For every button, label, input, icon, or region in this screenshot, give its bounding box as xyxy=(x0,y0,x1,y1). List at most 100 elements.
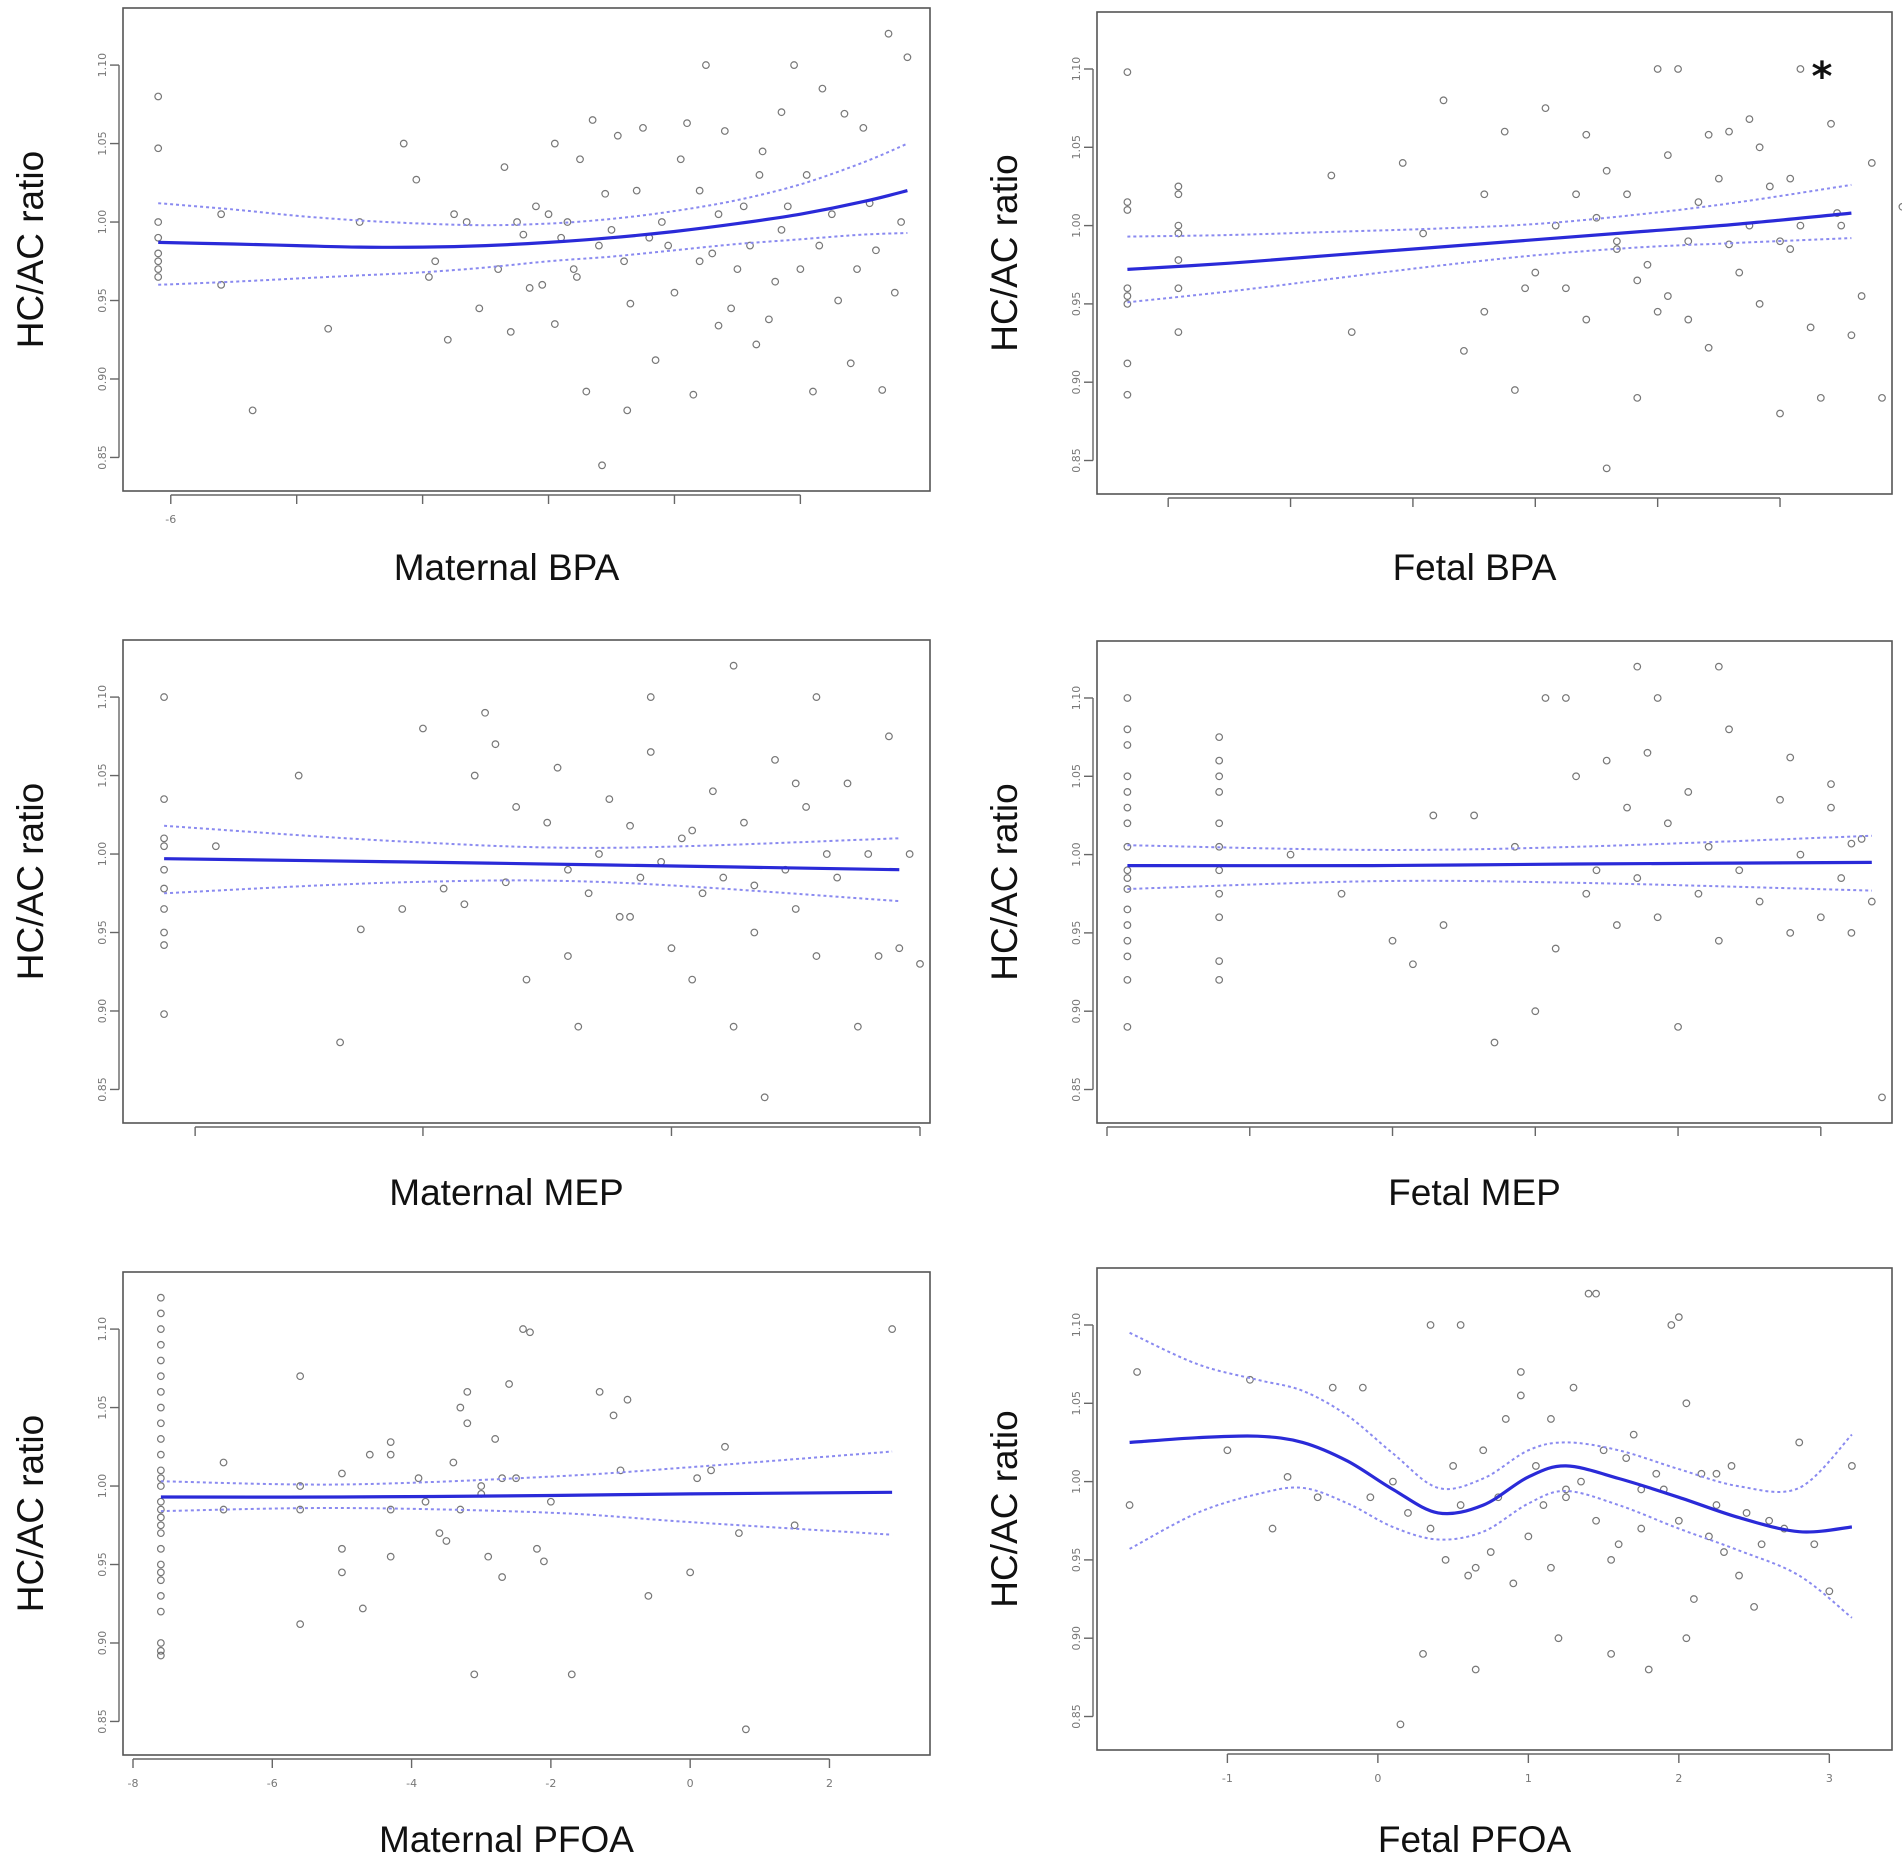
y-tick-label: 0.90 xyxy=(1070,370,1083,395)
data-point xyxy=(688,826,697,835)
y-tick-label: 0.85 xyxy=(1070,1077,1083,1102)
ci-upper-line xyxy=(1127,834,1872,851)
data-point xyxy=(160,928,168,937)
data-point xyxy=(1704,343,1713,352)
data-point xyxy=(1623,190,1631,199)
data-point xyxy=(1643,260,1652,269)
data-point xyxy=(525,284,534,292)
data-point xyxy=(598,461,606,470)
x-axis-title: Maternal PFOA xyxy=(379,1819,634,1860)
y-axis-title: HC/AC ratio xyxy=(984,1410,1025,1607)
data-point xyxy=(386,1450,395,1459)
data-point xyxy=(1810,1540,1819,1549)
data-point xyxy=(607,225,616,234)
data-point xyxy=(1501,1415,1510,1423)
data-point xyxy=(1694,889,1703,898)
data-point xyxy=(1268,1524,1277,1533)
data-point xyxy=(1582,889,1591,898)
data-point xyxy=(670,288,679,297)
data-point xyxy=(160,1010,168,1019)
data-point xyxy=(1674,1022,1682,1031)
data-point xyxy=(708,787,717,796)
data-point xyxy=(1464,1571,1473,1580)
data-point xyxy=(1776,795,1784,804)
data-point xyxy=(1633,662,1642,671)
fit-line xyxy=(1129,1434,1853,1534)
y-axis-title: HC/AC ratio xyxy=(10,151,51,348)
y-tick-label: 0.95 xyxy=(96,1552,109,1577)
x-tick-label: 1 xyxy=(1525,1772,1532,1785)
data-point xyxy=(572,273,581,281)
ci-lower-line xyxy=(164,879,900,903)
data-point xyxy=(553,763,562,772)
data-point xyxy=(1878,393,1886,402)
data-point xyxy=(449,1458,458,1467)
data-point xyxy=(1735,268,1744,277)
data-point xyxy=(1663,819,1672,828)
data-point xyxy=(1215,819,1224,828)
data-point xyxy=(702,61,710,69)
data-point xyxy=(1622,1454,1631,1463)
data-point xyxy=(739,202,748,211)
data-point xyxy=(358,1604,367,1613)
ci-lower-line xyxy=(1129,1486,1853,1619)
data-point xyxy=(1592,866,1601,875)
data-point xyxy=(1663,151,1672,160)
data-point xyxy=(1123,725,1132,734)
x-axis-title: Maternal MEP xyxy=(389,1172,623,1213)
data-point xyxy=(791,905,800,913)
data-point xyxy=(156,1576,165,1585)
data-point xyxy=(506,327,515,336)
data-point xyxy=(695,186,704,195)
y-tick-label: 1.05 xyxy=(96,131,109,156)
data-point xyxy=(601,189,610,198)
data-point xyxy=(442,1537,451,1545)
data-point xyxy=(740,818,748,827)
data-point xyxy=(1827,803,1835,812)
data-point xyxy=(1653,694,1662,702)
data-point xyxy=(1419,1649,1427,1658)
panel-fetal-mep: 0.85 0.90 0.95 1.00 1.05 1.10 Fetal MEP HC/AC r… xyxy=(984,640,1893,1213)
data-point xyxy=(916,959,924,968)
panel-maternal-mep: 0.85 0.90 0.95 1.00 1.05 1.10 Maternal MEP HC/A… xyxy=(10,639,931,1213)
fit-line xyxy=(1127,860,1872,868)
data-point xyxy=(1714,174,1723,183)
data-point xyxy=(708,249,717,258)
data-point xyxy=(1510,386,1519,394)
data-point xyxy=(1637,1524,1646,1533)
data-point xyxy=(1684,315,1693,324)
data-point xyxy=(538,280,547,289)
data-point xyxy=(156,1568,165,1577)
data-point xyxy=(365,1450,374,1459)
data-point xyxy=(1123,788,1132,796)
data-point xyxy=(1592,1516,1600,1525)
data-point xyxy=(156,1293,165,1302)
data-point xyxy=(574,1022,583,1031)
data-point xyxy=(160,941,168,949)
data-point xyxy=(1174,284,1183,293)
y-tick-label: 1.05 xyxy=(96,1395,109,1420)
data-point xyxy=(1755,299,1764,308)
data-point xyxy=(1123,206,1132,214)
data-point xyxy=(1123,866,1132,875)
data-point xyxy=(425,273,433,281)
data-point xyxy=(1337,889,1346,898)
data-point xyxy=(1898,202,1902,211)
data-point xyxy=(1174,229,1183,238)
data-point xyxy=(505,1380,513,1388)
data-point xyxy=(1577,1477,1585,1486)
data-point xyxy=(1653,307,1662,316)
data-point xyxy=(1490,1038,1499,1047)
data-point xyxy=(156,1325,165,1333)
data-point xyxy=(567,1670,576,1679)
data-point xyxy=(338,1568,346,1577)
data-point xyxy=(294,771,303,780)
data-point xyxy=(840,109,849,118)
data-point xyxy=(632,186,641,195)
data-point xyxy=(1667,1321,1676,1329)
data-point xyxy=(1396,1720,1405,1729)
y-tick-label: 0.85 xyxy=(96,1709,109,1734)
data-point xyxy=(758,147,767,156)
y-axis-title: HC/AC ratio xyxy=(984,783,1025,980)
data-point xyxy=(657,218,666,226)
